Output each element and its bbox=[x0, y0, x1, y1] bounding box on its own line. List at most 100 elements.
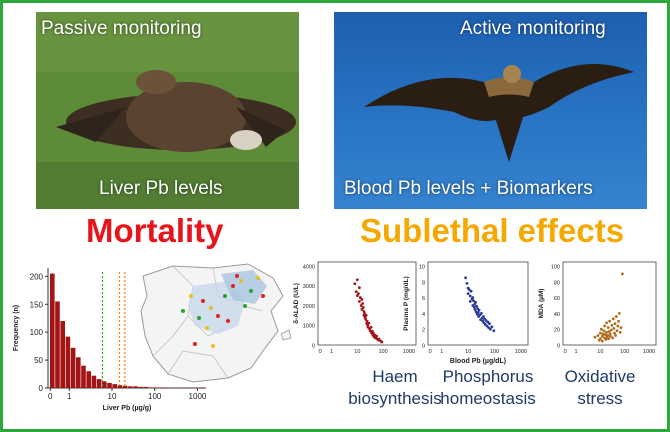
scatter-point bbox=[464, 276, 467, 280]
passive-monitoring-photo: Passive monitoring Liver Pb levels bbox=[36, 12, 299, 209]
scatter-y-tick-label: 6 bbox=[422, 296, 425, 302]
scatter-y-label: Plasma P (mg/dL) bbox=[403, 276, 410, 330]
scatter-point bbox=[599, 327, 603, 331]
scatter-y-tick-label: 80 bbox=[554, 280, 560, 286]
scatter-point bbox=[606, 334, 610, 337]
scatter-point bbox=[473, 308, 477, 311]
scatter-point bbox=[605, 321, 608, 325]
outcome-line1: Oxidative bbox=[564, 367, 636, 386]
scatter-point bbox=[361, 302, 364, 305]
scatter-point bbox=[466, 292, 470, 296]
scatter-x-tick-label: 10 bbox=[465, 349, 471, 355]
scatter-point bbox=[603, 324, 607, 328]
scatter-point bbox=[364, 313, 368, 317]
outcome-phosphorus-homeostasis: Phosphorus homeostasis bbox=[428, 366, 548, 410]
scatter-y-tick-label: 0 bbox=[557, 344, 560, 350]
scatter-point bbox=[598, 337, 602, 341]
scatter-point bbox=[365, 319, 369, 323]
histogram-bar bbox=[138, 386, 143, 388]
scatter-point bbox=[468, 294, 472, 298]
scatter-x-tick-label: 0 bbox=[319, 349, 322, 355]
scatter-point bbox=[357, 292, 360, 296]
scatter-point bbox=[355, 278, 359, 282]
outcome-line2: biosynthesis bbox=[348, 389, 442, 408]
histogram-x-label: Liver Pb (µg/g) bbox=[103, 405, 152, 412]
scatter-x-tick-label: 10 bbox=[354, 349, 360, 355]
spain-map bbox=[140, 263, 292, 383]
scatter-point bbox=[476, 311, 480, 314]
scatter-point bbox=[611, 317, 615, 321]
scatter-point bbox=[361, 306, 365, 309]
histogram-bar bbox=[65, 336, 71, 388]
scatter-point bbox=[608, 332, 612, 336]
scatter-point bbox=[364, 317, 368, 321]
scatter-point bbox=[620, 272, 624, 276]
histogram-y-tick-label: 0 bbox=[39, 384, 44, 393]
scatter-point bbox=[467, 288, 471, 292]
scatter-point bbox=[488, 322, 491, 326]
scatter-x-tick-label: 100 bbox=[620, 349, 629, 355]
scatter-point bbox=[354, 290, 358, 294]
scatter-y-tick-label: 8 bbox=[422, 280, 425, 286]
histogram-x-tick-label: 100 bbox=[148, 392, 162, 401]
scatter-point bbox=[465, 281, 469, 285]
scatter-point bbox=[477, 308, 481, 312]
scatter-point bbox=[619, 326, 623, 330]
scatter-point bbox=[610, 323, 614, 327]
scatter-frame bbox=[427, 261, 529, 346]
scatter-point bbox=[617, 311, 621, 315]
histogram-y-tick-label: 100 bbox=[30, 328, 44, 337]
scatter-point bbox=[608, 319, 612, 323]
scatter-point bbox=[609, 328, 613, 332]
histogram-x-tick-label: 0 bbox=[48, 392, 53, 401]
histogram-bar bbox=[112, 384, 117, 388]
scatter-point bbox=[617, 319, 620, 323]
scatter-point bbox=[377, 337, 381, 341]
scatter-y-tick-label: 0 bbox=[312, 344, 315, 350]
eagle-illustration bbox=[364, 64, 634, 162]
scatter-point bbox=[612, 327, 616, 330]
scatter-point bbox=[369, 325, 373, 329]
histogram-bar bbox=[185, 387, 190, 388]
scatter-point bbox=[613, 322, 617, 326]
scatter-y-tick-label: 100 bbox=[551, 264, 560, 270]
scatter-y-label: MDA (µM) bbox=[538, 289, 545, 319]
histogram-bar bbox=[96, 379, 102, 388]
scatter-x-tick-label: 1000 bbox=[403, 349, 415, 355]
histogram-bar bbox=[122, 385, 128, 388]
scatter-point bbox=[360, 298, 364, 301]
histogram-bar bbox=[55, 301, 60, 388]
scatter-y-tick-label: 10 bbox=[419, 264, 425, 270]
scatter-point bbox=[618, 330, 622, 334]
scatter-point bbox=[490, 325, 494, 329]
mortality-heading: Mortality bbox=[86, 212, 224, 249]
scatter-point bbox=[471, 296, 475, 299]
scatter-point bbox=[367, 321, 371, 325]
scatter-point bbox=[601, 332, 605, 336]
scatter-y-tick-label: 2000 bbox=[303, 304, 315, 310]
histogram-y-label: Frequency (n) bbox=[13, 305, 20, 351]
scatter-x-tick-label: 100 bbox=[490, 349, 499, 355]
scatter-point bbox=[602, 329, 606, 333]
histogram-bar bbox=[50, 273, 55, 388]
histogram-bar bbox=[128, 386, 133, 388]
scatter-point bbox=[380, 340, 384, 344]
scatter-point bbox=[596, 334, 600, 337]
scatter-point bbox=[472, 305, 476, 309]
scatter-y-tick-label: 0 bbox=[422, 344, 425, 350]
histogram-y-tick-label: 150 bbox=[30, 300, 44, 309]
histogram-y-tick-label: 50 bbox=[34, 356, 43, 365]
scatter-point bbox=[593, 335, 597, 339]
liver-pb-caption: Liver Pb levels bbox=[99, 178, 223, 199]
scatter-point bbox=[363, 311, 366, 315]
scatter-y-tick-label: 2 bbox=[422, 328, 425, 334]
histogram-bar bbox=[164, 387, 169, 388]
scatter-point bbox=[598, 331, 602, 335]
scatter-point bbox=[469, 289, 473, 293]
scatter-point bbox=[357, 286, 361, 290]
histogram-bar bbox=[60, 321, 65, 388]
scatter-point bbox=[492, 329, 496, 333]
histogram-bar bbox=[154, 387, 159, 388]
scatter-y-tick-label: 3000 bbox=[303, 284, 315, 290]
histogram-bar bbox=[76, 357, 81, 388]
